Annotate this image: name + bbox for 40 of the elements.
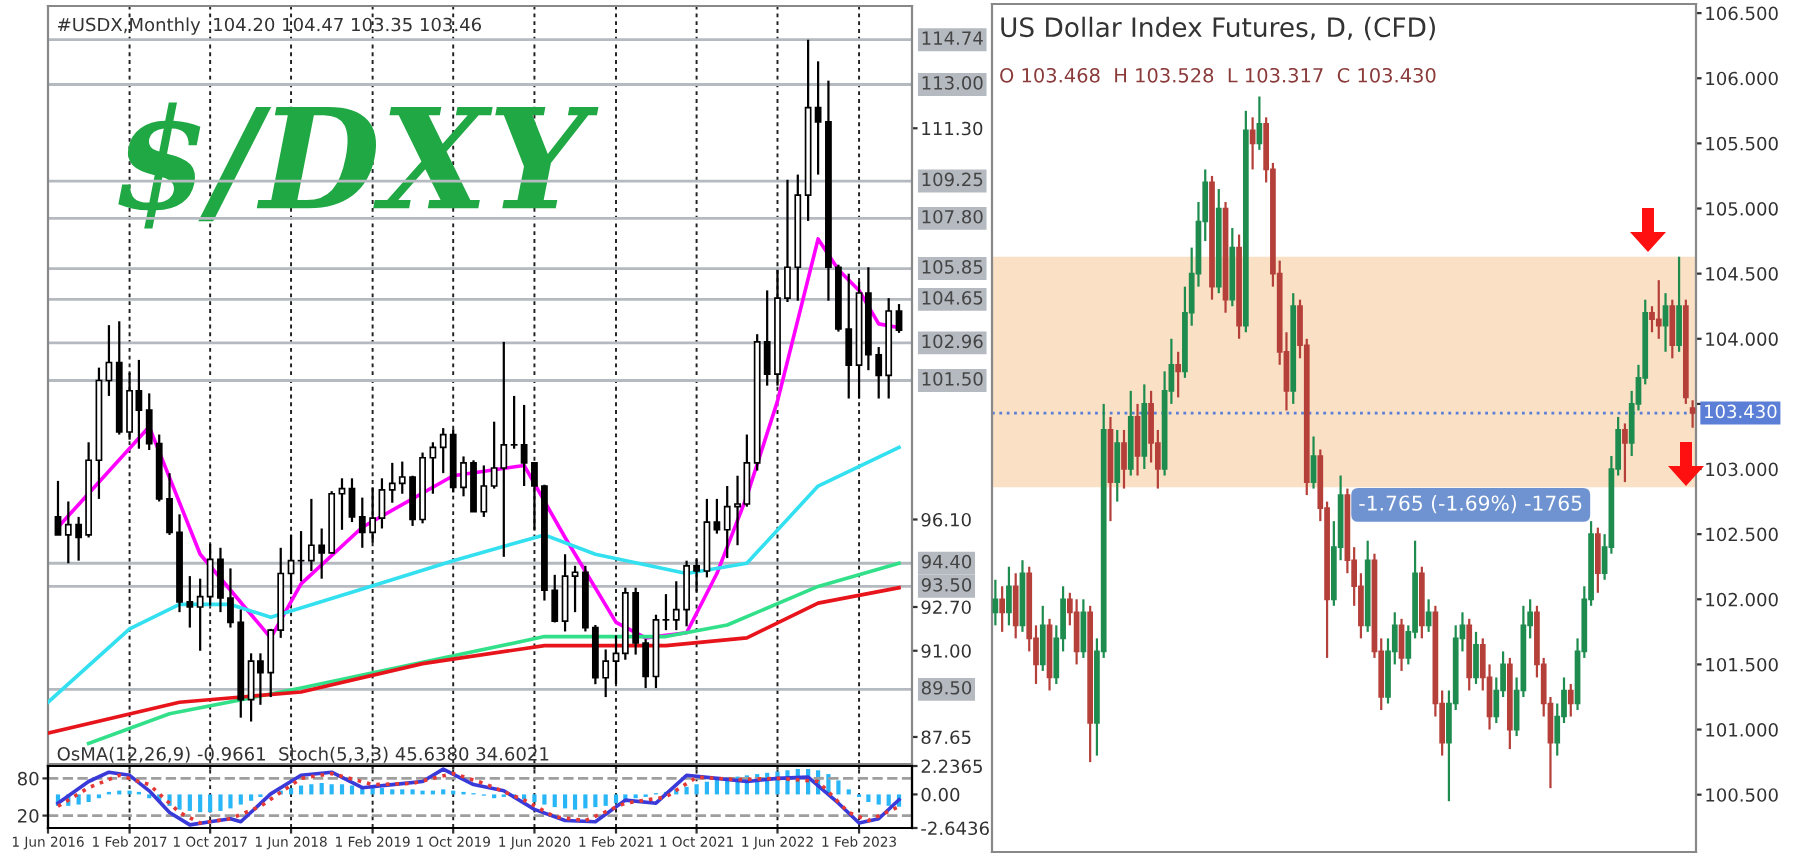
annotation: -1.765 (-1.69%) -1765 [1359,495,1582,514]
ref-line-label: 89.50 [921,680,972,695]
ref-line-label: 113.00 [922,76,983,90]
ref-line-label: 107.80 [922,209,983,224]
y2-tick-label: 80 [17,771,39,786]
ref-line-label: 93.50 [921,577,972,592]
ref-line-label: 105.85 [922,260,983,274]
y-tick-label: 101.000 [1706,723,1778,737]
y-tick-label: 106.000 [1706,71,1778,86]
ref-line-label: 101.50 [922,372,983,386]
y-tick-label: 103.000 [1706,462,1778,477]
ref-line-label: 103.430 [1705,404,1777,419]
y-tick-label: 104.500 [1706,267,1778,281]
y-tick-label: 106.500 [1706,6,1778,21]
y-tick-label: 91.00 [921,644,971,658]
annotation: $/DXY [118,102,599,229]
y-tick-label: 104.000 [1706,332,1778,346]
ref-line-label: 104.65 [922,291,983,305]
y2-tick-label: 20 [18,809,39,823]
ref-line-label: 114.74 [922,31,983,45]
chart-title: US Dollar Index Futures, D, (CFD) [1001,16,1435,41]
ref-line-label: 94.40 [921,554,972,569]
y-tick-label: 111.30 [922,121,983,136]
y-tick-label: 100.500 [1706,788,1778,802]
y-tick-label: 102.000 [1706,592,1778,607]
y-tick-label: 101.500 [1706,657,1778,672]
y-tick-label: 2.2365 [921,759,982,774]
y-tick-label: 96.10 [921,512,971,527]
y-tick-label: 105.500 [1706,136,1778,151]
y-tick-label: 87.65 [921,730,971,745]
y-tick-label: 102.500 [1706,527,1778,542]
y-tick-label: 0.00 [921,787,960,802]
ref-line-label: 102.96 [922,334,983,349]
chart-title: OsMA(12,26,9) -0.9661 Stoch(5,3,3) 45.6380 34.6021 [57,746,549,763]
y-tick-label: 105.000 [1706,201,1778,216]
y-tick-label: -2.6436 [921,821,989,836]
text: O 103.468 H 103.528 L 103.317 C 103.430 [1000,67,1436,83]
ref-line-label: 109.25 [922,172,983,187]
y-tick-label: 92.70 [921,600,971,615]
text: #USDX,Monthly 104.20 104.47 103.35 103.46 [58,17,482,35]
